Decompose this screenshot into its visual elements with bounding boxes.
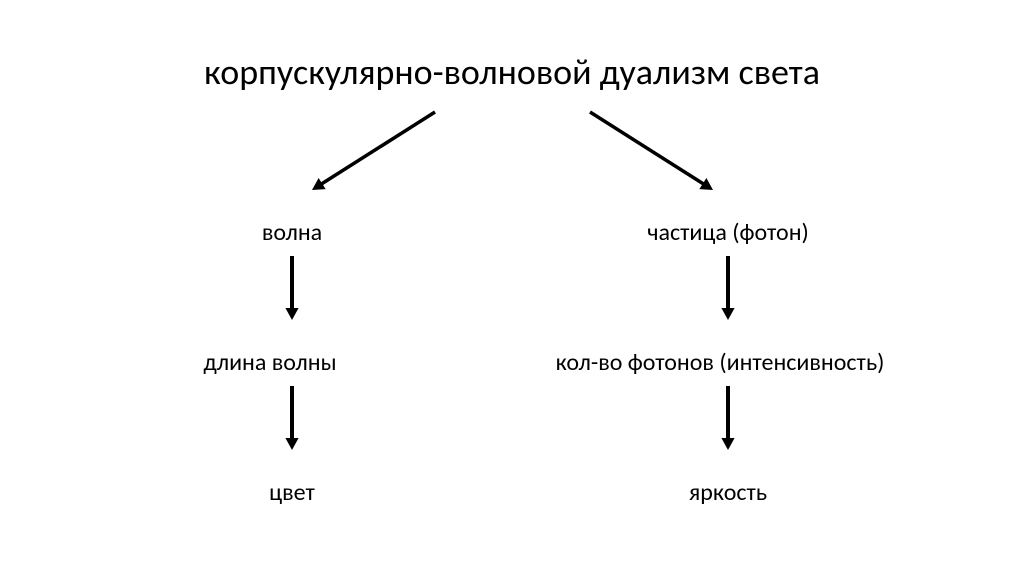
node-particle: частица (фотон) (647, 218, 809, 247)
arrowhead-icon (721, 438, 734, 450)
arrowhead-icon (285, 438, 298, 450)
edge-arrow (590, 112, 707, 186)
node-brightness: яркость (689, 478, 767, 507)
arrowhead-icon (721, 308, 734, 320)
arrowhead-icon (285, 308, 298, 320)
edge-arrow (318, 112, 435, 186)
diagram-title: корпускулярно-волновой дуализм света (0, 50, 1024, 94)
node-color: цвет (269, 478, 315, 507)
node-photon-count: кол-во фотонов (интенсивность) (556, 348, 885, 377)
node-wavelength: длина волны (203, 348, 336, 377)
node-wave: волна (262, 218, 322, 247)
arrowhead-icon (699, 178, 713, 190)
arrowhead-icon (312, 178, 326, 190)
